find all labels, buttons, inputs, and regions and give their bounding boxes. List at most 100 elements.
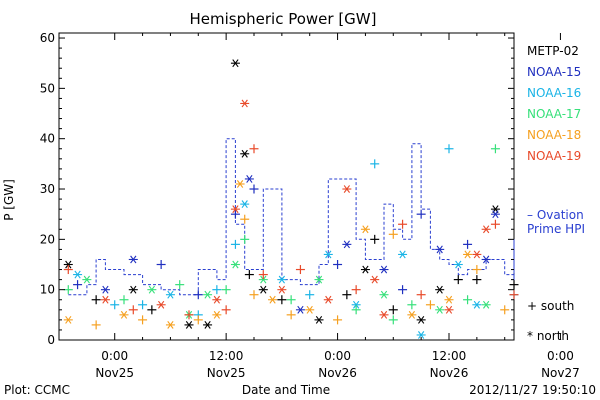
data-point-noaa-17-north <box>435 305 445 314</box>
data-point-noaa-16-north <box>277 275 287 284</box>
legend-entry-metp-02: METP-02 <box>527 44 579 58</box>
data-point-metp-02-north <box>203 320 213 329</box>
plot-timestamp: 2012/11/27 19:50:10 <box>469 383 596 397</box>
y-tick-label: 60 <box>40 31 55 45</box>
data-point-noaa-15-north <box>481 255 491 264</box>
data-point-noaa-19-south <box>63 265 73 275</box>
data-point-noaa-16-north <box>453 260 463 269</box>
legend: METP-02 NOAA-15 NOAA-16 NOAA-17 NOAA-18 NOAA-… <box>527 44 585 343</box>
data-point-metp-02-north <box>128 285 138 294</box>
data-point-metp-02-north <box>490 205 500 214</box>
data-point-noaa-16-north <box>73 270 83 279</box>
data-point-noaa-16-north <box>416 331 426 339</box>
data-point-noaa-18-north <box>407 310 417 319</box>
data-point-noaa-18-north <box>63 315 73 324</box>
data-point-noaa-15-north <box>100 285 110 294</box>
data-point-noaa-19-south <box>221 305 231 315</box>
data-point-noaa-16-south <box>370 159 380 169</box>
data-point-noaa-17-south <box>490 144 500 154</box>
data-point-noaa-19-north <box>472 250 482 259</box>
data-point-noaa-17-north <box>314 275 324 284</box>
data-point-noaa-18-south <box>333 315 343 325</box>
ovation-step-line <box>68 138 515 296</box>
data-point-noaa-19-south <box>295 265 305 275</box>
data-point-noaa-18-south <box>240 214 250 224</box>
data-point-metp-02-south <box>342 290 352 300</box>
data-point-noaa-19-south <box>351 285 361 295</box>
data-point-noaa-18-north <box>268 295 278 304</box>
data-point-noaa-15-north <box>295 305 305 314</box>
x-tick-time-label: 12:00 <box>209 349 244 363</box>
data-point-noaa-16-south <box>138 300 148 310</box>
data-point-noaa-19-north <box>277 285 287 294</box>
data-point-noaa-17-south <box>351 305 361 315</box>
data-point-metp-02-south <box>453 275 463 285</box>
data-point-noaa-19-south <box>509 290 519 300</box>
data-point-noaa-15-north <box>490 210 500 219</box>
data-point-noaa-15-north <box>379 265 389 274</box>
x-axis-label: Date and Time <box>242 383 330 397</box>
chart-title: Hemispheric Power [GW] <box>190 10 377 28</box>
data-point-noaa-19-north <box>481 225 491 234</box>
plot-frame <box>58 32 515 341</box>
data-point-metp-02-south <box>277 295 287 305</box>
data-point-noaa-16-north <box>351 300 361 309</box>
legend-marker-south: + south <box>527 299 574 313</box>
data-point-metp-02-north <box>314 315 324 324</box>
data-point-noaa-18-south <box>425 300 435 310</box>
data-point-noaa-17-south <box>175 280 185 290</box>
y-tick-label: 40 <box>40 132 55 146</box>
data-point-noaa-19-south <box>416 290 426 300</box>
data-point-noaa-15-south <box>416 209 426 219</box>
data-point-noaa-19-south <box>398 219 408 229</box>
y-tick-label: 50 <box>40 81 55 95</box>
data-point-noaa-19-south <box>490 219 500 229</box>
data-point-noaa-15-north <box>435 245 445 254</box>
legend-marker-symbol: * <box>527 329 537 343</box>
data-point-noaa-18-south <box>138 315 148 325</box>
data-point-metp-02-south <box>472 275 482 285</box>
data-point-noaa-17-south <box>463 295 473 305</box>
legend-marker-north: * north <box>527 329 569 343</box>
x-tick-date-label: Nov27 <box>541 366 580 380</box>
data-point-noaa-18-north <box>463 250 473 259</box>
x-tick-time-label: 0:00 <box>324 349 351 363</box>
legend-entry-noaa-17: NOAA-17 <box>527 107 581 121</box>
data-point-noaa-19-north <box>370 275 380 284</box>
data-point-noaa-17-south <box>221 285 231 295</box>
data-point-noaa-18-south <box>472 265 482 275</box>
ovation-series-line <box>68 138 515 296</box>
y-axis-label: P [GW] <box>2 179 16 221</box>
data-point-metp-02-north <box>435 285 445 294</box>
plot-credit: Plot: CCMC <box>4 383 70 397</box>
data-point-noaa-17-north <box>230 260 240 269</box>
data-point-noaa-15-south <box>249 184 259 194</box>
y-tick-label: 30 <box>40 182 55 196</box>
data-point-noaa-16-north <box>472 300 482 309</box>
y-tick-label: 0 <box>47 333 55 347</box>
y-tick-label: 20 <box>40 232 55 246</box>
legend-ovation-label: – Ovation <box>527 208 584 222</box>
data-point-metp-02-north <box>63 260 73 269</box>
data-point-metp-02-south <box>509 280 519 290</box>
legend-entry-noaa-18: NOAA-18 <box>527 128 581 142</box>
data-point-noaa-16-north <box>165 290 175 299</box>
data-point-noaa-19-north <box>444 305 454 314</box>
data-point-noaa-16-north <box>240 200 250 209</box>
x-tick-date-label: Nov25 <box>95 366 134 380</box>
legend-entry-noaa-16: NOAA-16 <box>527 86 581 100</box>
data-point-metp-02-south <box>388 305 398 315</box>
data-point-noaa-18-south <box>286 310 296 320</box>
x-tick-time-label: 0:00 <box>101 349 128 363</box>
data-point-noaa-17-south <box>388 315 398 325</box>
data-point-metp-02-north <box>184 320 194 329</box>
x-axis: 0:00 Nov25 12:00 Nov25 0:00 Nov26 12:00 Nov26 0:… <box>95 33 580 380</box>
data-point-metp-02-north <box>258 285 268 294</box>
data-point-noaa-17-north <box>379 290 389 299</box>
data-point-noaa-18-north <box>360 225 370 234</box>
data-point-noaa-15-south <box>463 239 473 249</box>
data-point-noaa-18-north <box>119 310 129 319</box>
plot-area <box>58 32 515 341</box>
y-axis: 0 10 20 30 40 50 60 <box>40 31 514 347</box>
